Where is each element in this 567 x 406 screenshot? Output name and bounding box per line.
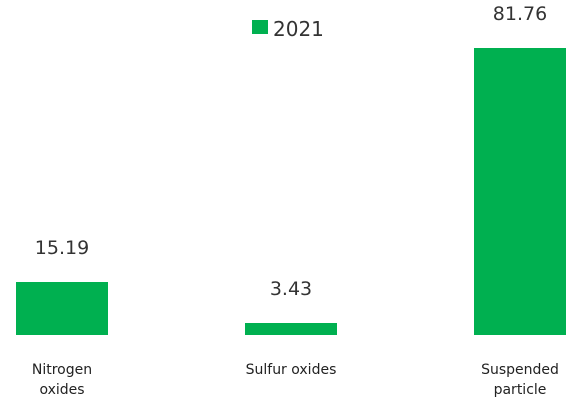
bar <box>245 322 337 335</box>
bar <box>16 281 108 335</box>
value-label: 15.19 <box>34 236 90 259</box>
legend-swatch <box>252 20 268 34</box>
value-label: 3.43 <box>269 277 313 300</box>
value-label: 81.76 <box>492 3 548 25</box>
x-tick-label: Sulfur oxides <box>245 362 337 378</box>
bar <box>474 48 566 335</box>
legend-label: 2021 <box>273 17 324 41</box>
x-tick-label: Suspended particle <box>481 362 559 398</box>
x-tick-label: Nitrogen oxides <box>31 362 93 398</box>
